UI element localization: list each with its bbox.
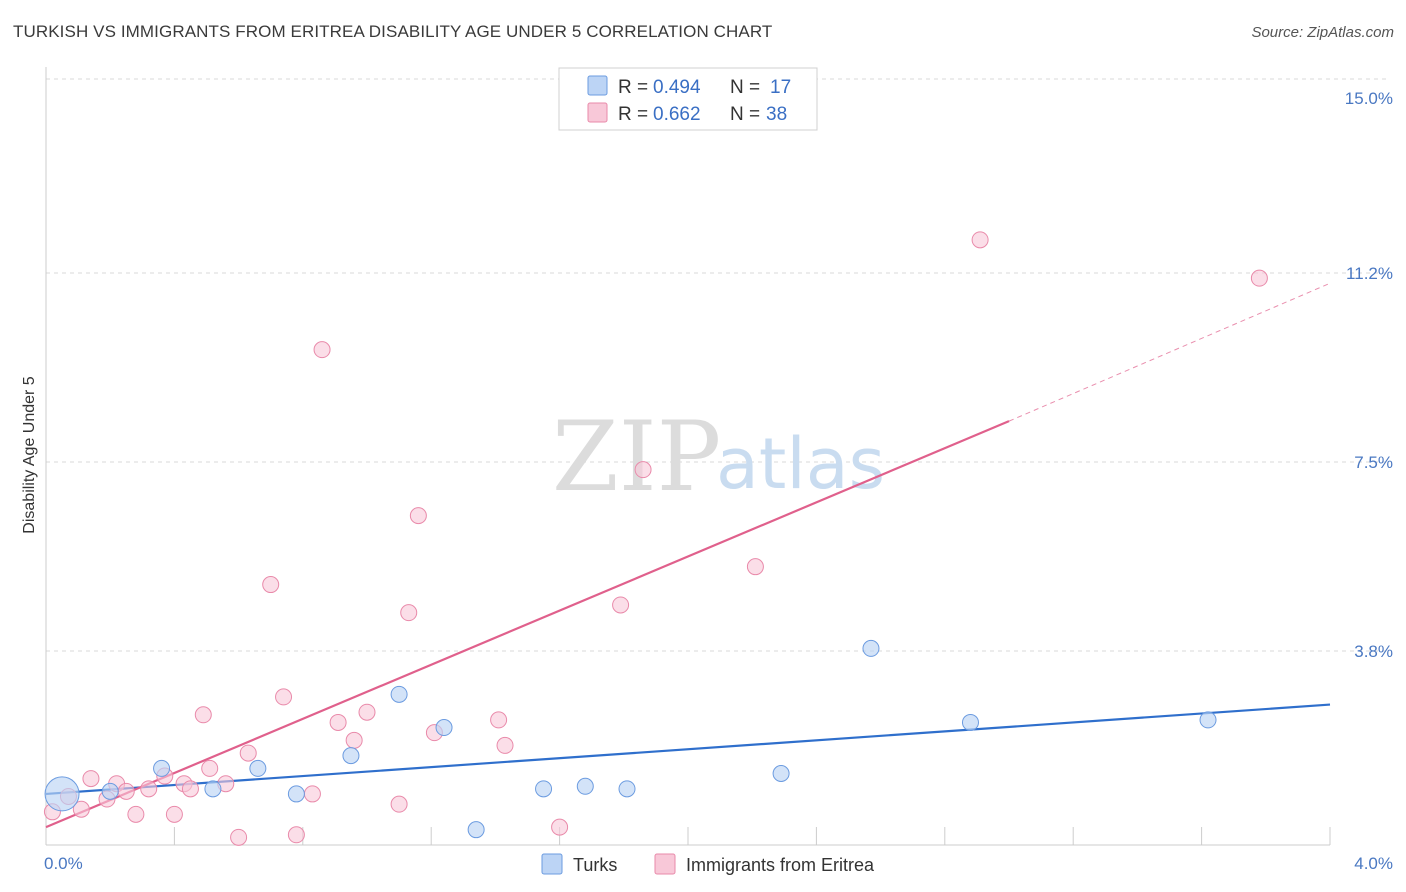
source-label: Source: ZipAtlas.com [1251,24,1394,41]
eritrea-point-33 [612,596,630,614]
legend-r-value-1: 0.494 [653,77,701,98]
x-tick-label-0: 0.0% [44,854,83,873]
watermark-atlas: atlas [716,423,885,505]
turks-point-9 [467,821,485,839]
eritrea-point-16 [230,828,248,846]
y-tick-label-3: 15.0% [1345,89,1393,108]
x-tick-label-1: 4.0% [1354,854,1393,873]
legend-r-value-2: 0.662 [653,104,701,125]
turks-point-8 [435,719,453,737]
legend-r-label-2: R = [618,104,648,125]
y-tick-labels: 3.8% 7.5% 11.2% 15.0% [1345,89,1393,661]
grid-lines [46,78,1390,652]
bottom-legend-eritrea: Immigrants from Eritrea [686,855,875,875]
turks-point-4 [249,759,267,777]
eritrea-point-37 [1250,269,1268,287]
eritrea-point-19 [275,688,293,706]
trend-line-eritrea-extension [1008,282,1331,422]
legend-swatch-turks [587,75,608,96]
turks-point-15 [961,713,979,731]
eritrea-point-30 [490,711,508,729]
turks-point-12 [618,780,636,798]
eritrea-point-24 [345,731,363,749]
trend-line-turks [45,703,1331,796]
axes [45,67,1331,846]
eritrea-point-14 [201,759,219,777]
bottom-legend-swatch-turks [541,853,563,875]
legend-n-label-2: N = [730,104,760,125]
eritrea-point-26 [390,795,408,813]
data-points [43,231,1268,846]
turks-point-14 [862,639,880,657]
legend-n-label-1: N = [730,77,760,98]
y-tick-label-0: 3.8% [1354,642,1393,661]
legend-n-value-2: 38 [766,104,787,125]
eritrea-point-28 [409,507,427,525]
y-tick-label-2: 11.2% [1346,264,1393,283]
x-tick-labels: 0.0% 4.0% [44,854,1393,873]
legend-swatch-eritrea [587,102,608,123]
bottom-legend: Turks Immigrants from Eritrea [541,853,875,875]
turks-point-16 [1199,711,1217,729]
trend-lines [45,282,1331,829]
turks-point-7 [390,685,408,703]
eritrea-point-36 [971,231,989,249]
turks-point-6 [342,747,360,765]
eritrea-point-31 [496,736,514,754]
eritrea-point-27 [400,604,418,622]
eritrea-point-20 [287,826,305,844]
turks-point-2 [153,759,171,777]
eritrea-point-21 [303,785,321,803]
legend: R = 0.494 N = 17 R = 0.662 N = 38 [558,67,818,131]
eritrea-point-17 [239,744,257,762]
eritrea-point-35 [746,558,764,576]
watermark: ZIP atlas [552,401,885,513]
turks-point-11 [576,777,594,795]
turks-point-5 [287,785,305,803]
eritrea-point-18 [262,576,280,594]
eritrea-point-6 [117,782,135,800]
eritrea-point-3 [82,770,100,788]
turks-point-13 [772,765,790,783]
eritrea-point-23 [329,713,347,731]
bottom-legend-swatch-eritrea [654,853,676,875]
eritrea-point-22 [313,341,331,359]
turks-point-0 [44,776,80,812]
y-tick-label-1: 7.5% [1354,453,1393,472]
trend-line-eritrea [45,420,1010,829]
eritrea-point-32 [551,818,569,836]
eritrea-point-10 [165,805,183,823]
y-axis-label: Disability Age Under 5 [21,376,38,534]
eritrea-point-13 [194,706,212,724]
turks-point-1 [101,782,119,800]
eritrea-point-34 [634,461,652,479]
legend-r-label-1: R = [618,77,648,98]
eritrea-point-8 [140,780,158,798]
legend-n-value-1: 17 [770,77,791,98]
eritrea-point-25 [358,703,376,721]
eritrea-point-7 [127,805,145,823]
bottom-legend-turks: Turks [573,855,617,875]
chart-title: TURKISH VS IMMIGRANTS FROM ERITREA DISAB… [13,22,773,41]
watermark-zip: ZIP [552,401,721,513]
eritrea-point-2 [72,800,90,818]
turks-point-10 [535,780,553,798]
turks-point-3 [204,780,222,798]
eritrea-point-12 [181,780,199,798]
